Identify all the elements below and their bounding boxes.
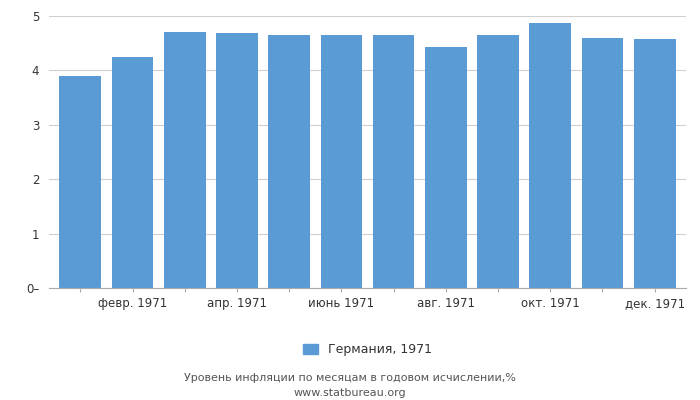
Bar [634,39,676,288]
Text: Уровень инфляции по месяцам в годовом исчислении,%: Уровень инфляции по месяцам в годовом ис… [184,373,516,383]
Bar [268,35,310,288]
Bar [529,23,571,288]
Bar [425,47,467,288]
Text: www.statbureau.org: www.statbureau.org [294,388,406,398]
Legend: Германия, 1971: Германия, 1971 [303,343,432,356]
Bar [582,38,623,288]
Bar [372,35,414,288]
Bar [60,76,102,288]
Bar [112,57,153,288]
Bar [164,32,206,288]
Bar [216,34,258,288]
Bar [477,35,519,288]
Bar [321,35,363,288]
